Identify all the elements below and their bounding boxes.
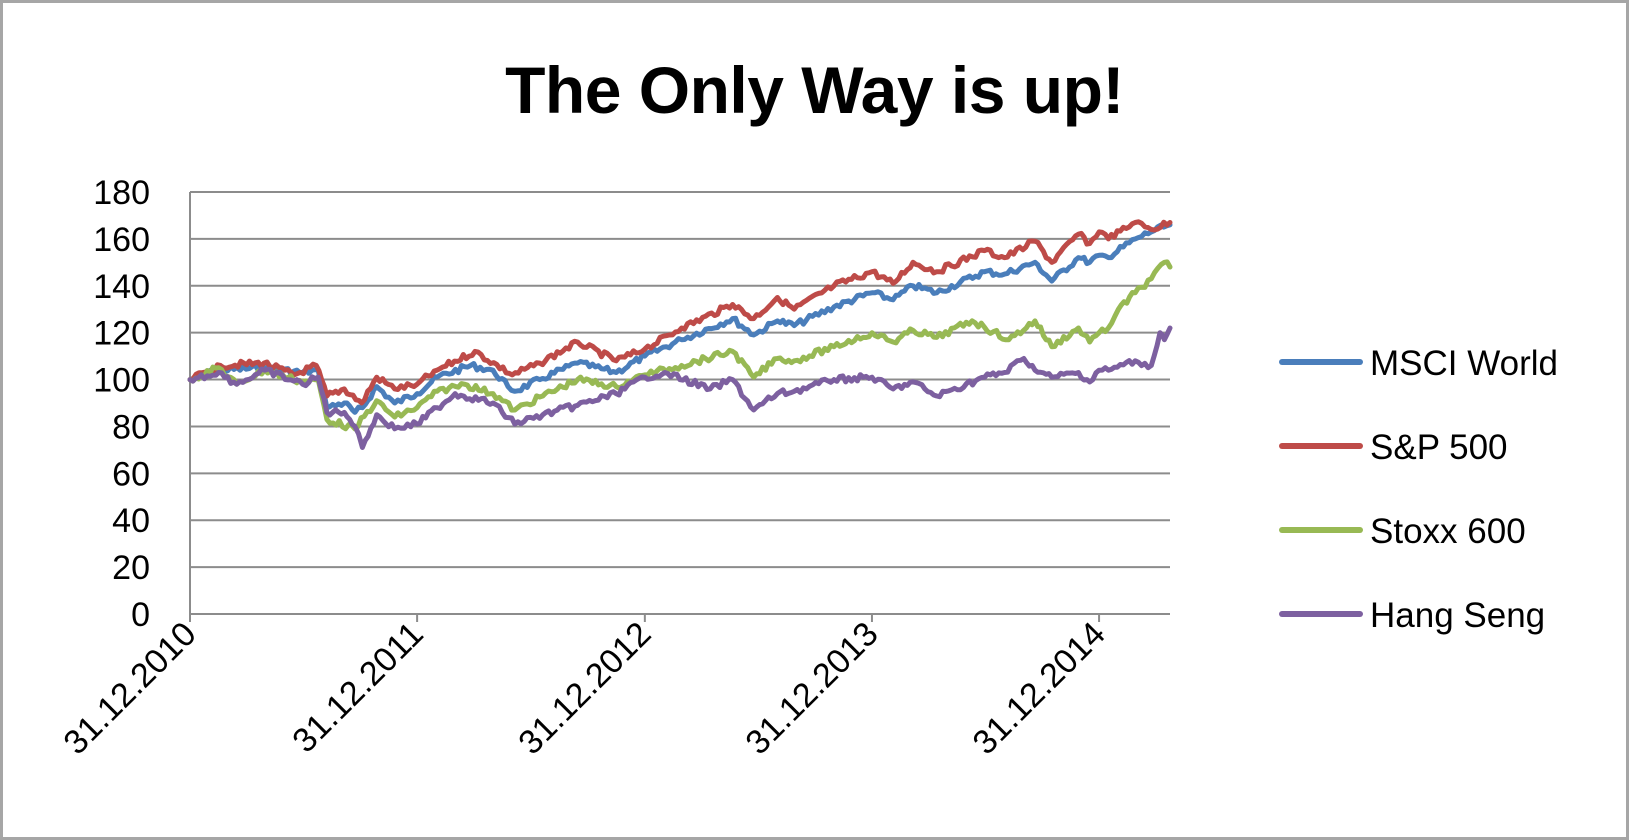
x-tick-label: 31.12.2010: [56, 615, 203, 762]
chart-title: The Only Way is up!: [505, 53, 1124, 127]
y-tick-labels: 0 20 40 60 80 100 120 140 160 180: [93, 174, 150, 634]
x-tick-label: 31.12.2014: [966, 615, 1113, 762]
y-tick-label: 40: [112, 502, 150, 540]
x-tick-label: 31.12.2012: [511, 615, 658, 762]
x-tick-label: 31.12.2013: [738, 615, 885, 762]
series-line-1: [187, 219, 1173, 406]
y-tick-label: 160: [93, 221, 150, 259]
y-tick-label: 80: [112, 408, 150, 446]
legend-label: MSCI World: [1370, 344, 1558, 383]
x-tick-label: 31.12.2011: [285, 615, 430, 760]
axes: [189, 192, 1170, 622]
y-tick-label: 20: [112, 549, 150, 587]
y-tick-label: 100: [93, 362, 150, 400]
y-tick-label: 60: [112, 455, 150, 493]
x-tick-labels: 31.12.2010 31.12.2011 31.12.2012 31.12.2013…: [56, 615, 1112, 762]
y-tick-label: 180: [93, 174, 150, 212]
series-line-3: [187, 325, 1173, 450]
y-tick-label: 140: [93, 268, 150, 306]
legend: MSCI World S&P 500 Stoxx 600 Hang Seng: [1279, 344, 1558, 635]
series-line-0: [187, 222, 1173, 415]
series-lines: [187, 219, 1173, 450]
legend-label: S&P 500: [1370, 428, 1508, 467]
y-tick-label: 0: [131, 596, 150, 634]
legend-label: Stoxx 600: [1370, 512, 1526, 551]
y-tick-label: 120: [93, 315, 150, 353]
legend-label: Hang Seng: [1370, 596, 1545, 635]
